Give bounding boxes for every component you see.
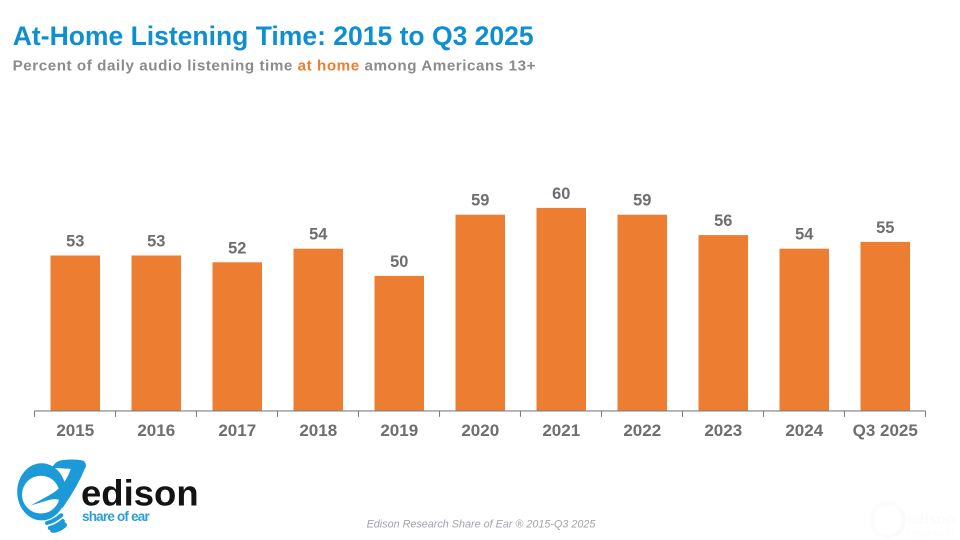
svg-text:research: research <box>907 526 954 540</box>
svg-text:59: 59 <box>471 192 489 210</box>
svg-text:53: 53 <box>66 233 84 251</box>
svg-text:2015: 2015 <box>56 421 94 440</box>
svg-text:2016: 2016 <box>137 421 175 440</box>
svg-text:54: 54 <box>309 226 328 244</box>
svg-text:2021: 2021 <box>542 421 580 440</box>
svg-text:2019: 2019 <box>380 421 418 440</box>
svg-text:2018: 2018 <box>299 421 337 440</box>
svg-text:Q3 2025: Q3 2025 <box>853 421 918 440</box>
svg-text:At-Home Listening Time: 2015 t: At-Home Listening Time: 2015 to Q3 2025 <box>13 21 534 51</box>
svg-text:edison: edison <box>81 473 199 514</box>
svg-text:59: 59 <box>633 192 651 210</box>
svg-text:53: 53 <box>147 233 165 251</box>
svg-text:52: 52 <box>228 239 246 257</box>
svg-text:55: 55 <box>876 219 894 237</box>
svg-text:2023: 2023 <box>704 421 742 440</box>
svg-text:54: 54 <box>795 226 814 244</box>
svg-text:2017: 2017 <box>218 421 256 440</box>
svg-text:2024: 2024 <box>785 421 823 440</box>
svg-text:56: 56 <box>714 212 732 230</box>
svg-text:60: 60 <box>552 185 570 203</box>
svg-text:Percent of daily audio listeni: Percent of daily audio listening time at… <box>13 57 536 74</box>
svg-text:2020: 2020 <box>461 421 499 440</box>
svg-text:2022: 2022 <box>623 421 661 440</box>
svg-text:share of ear: share of ear <box>82 509 150 524</box>
svg-text:50: 50 <box>390 253 408 271</box>
svg-text:Edison Research Share of Ear ®: Edison Research Share of Ear ® 2015-Q3 2… <box>367 519 597 531</box>
